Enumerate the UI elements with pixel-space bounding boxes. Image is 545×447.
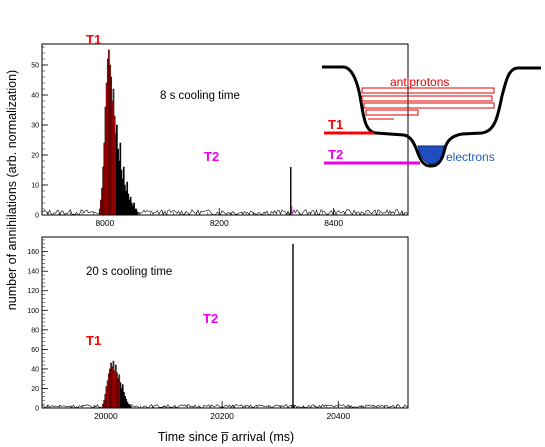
bottom-histogram: 0 20 40 60 80 100 120 140 160 20000 20200 20400 xyxy=(27,239,409,421)
background-noise xyxy=(41,209,409,217)
background-noise xyxy=(41,403,409,409)
antiproton-band-1 xyxy=(361,87,495,94)
top-annotation: 8 s cooling time xyxy=(160,90,240,102)
histogram-bin xyxy=(136,211,139,216)
y-tick-label: 120 xyxy=(27,288,39,295)
top-marker-t2-label: T2 xyxy=(204,149,219,164)
antiproton-band-2 xyxy=(361,95,493,102)
x-axis-title: Time since p̅ arrival (ms) xyxy=(158,430,294,444)
x-tick-label: 8400 xyxy=(324,218,343,228)
y-tick-label: 40 xyxy=(31,366,39,373)
x-tick-label: 8200 xyxy=(210,218,229,228)
y-tick-label: 140 xyxy=(27,269,39,276)
top-marker-t1-label: T1 xyxy=(86,32,101,47)
t2-level-label: T2 xyxy=(328,147,343,162)
y-tick-label: 20 xyxy=(31,386,39,393)
histogram-bin xyxy=(130,405,132,409)
antiprotons-label: antiprotons xyxy=(390,75,449,89)
antiproton-band-4 xyxy=(365,109,419,116)
bottom-marker-t1-label: T1 xyxy=(86,333,101,348)
y-tick-label: 80 xyxy=(31,327,39,334)
trap-diagram: antiprotons electrons T1 T2 xyxy=(322,65,541,168)
y-tick-label: 160 xyxy=(27,249,39,256)
y-tick-label: 60 xyxy=(31,347,39,354)
y-tick-label: 30 xyxy=(31,123,39,130)
y-tick-label: 20 xyxy=(31,153,39,160)
bottom-annotation: 20 s cooling time xyxy=(86,266,172,278)
antiproton-band-3 xyxy=(363,102,495,109)
x-tick-label: 8000 xyxy=(95,218,114,228)
y-tick-label: 0 xyxy=(35,213,39,220)
x-tick-label: 20400 xyxy=(326,411,350,421)
x-tick-label: 20200 xyxy=(210,411,234,421)
y-axis-title: number of annihilations (arb. normalizat… xyxy=(5,70,19,310)
top-histogram: 0 10 20 30 40 50 8000 8200 8400 xyxy=(31,46,409,228)
y-tick-label: 40 xyxy=(31,93,39,100)
bottom-marker-t2-label: T2 xyxy=(203,311,218,326)
y-tick-label: 10 xyxy=(31,183,39,190)
bottom-panel-frame xyxy=(41,236,409,409)
y-tick-label: 50 xyxy=(31,63,39,70)
y-tick-label: 100 xyxy=(27,308,39,315)
electrons-label: electrons xyxy=(446,150,495,164)
t1-level-label: T1 xyxy=(328,117,343,132)
y-tick-label: 0 xyxy=(35,406,39,413)
x-tick-label: 20000 xyxy=(94,411,118,421)
potential-well-curve xyxy=(322,65,541,168)
top-panel-frame xyxy=(41,43,409,216)
